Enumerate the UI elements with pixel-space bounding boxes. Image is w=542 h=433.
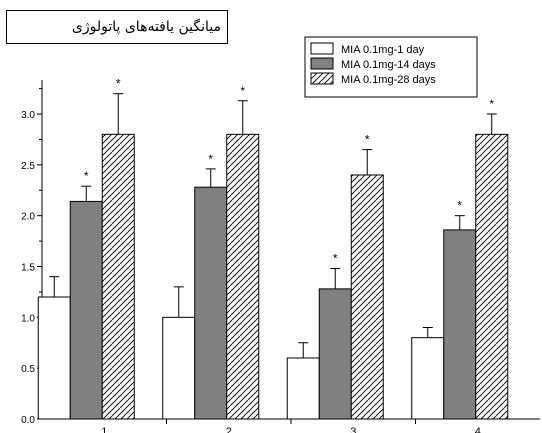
significance-marker: *: [489, 97, 494, 111]
bar-series-1: [286, 357, 320, 420]
bar-series-1: [162, 316, 196, 420]
y-tick-label: 2.5: [21, 161, 35, 172]
x-tick-label: 1: [101, 426, 107, 433]
bar-series-3: [101, 133, 135, 420]
y-tick-label: 1.0: [21, 313, 35, 324]
legend-label: MIA 0.1mg-28 days: [341, 74, 436, 86]
x-tick-label: 4: [475, 426, 481, 433]
significance-marker: *: [240, 84, 245, 98]
y-tick-label: 1.5: [21, 263, 35, 274]
legend-label: MIA 0.1mg-14 days: [341, 59, 436, 71]
y-tick-label: 3.0: [21, 110, 35, 121]
y-tick-label: 0.5: [21, 364, 35, 375]
bar-series-2: [443, 229, 477, 420]
bar-series-2: [318, 288, 352, 420]
bar-series-2: [69, 200, 103, 420]
chart-title: میانگین یافته‌های پاتولوژی: [6, 10, 228, 44]
significance-marker: *: [457, 199, 462, 213]
plot-area: 0.0 0.5 1.0 1.5 2.0 2.5 3.0 1 2 3 4 * * * * * * * * MIA 0.1…: [21, 36, 540, 433]
bar-series-2: [194, 186, 228, 420]
legend-swatch: [310, 42, 334, 55]
y-tick-label: 2.0: [21, 212, 35, 223]
bar-series-3: [475, 133, 509, 420]
legend-box: [304, 36, 478, 98]
bar-series-1: [411, 337, 445, 420]
bar-series-3: [350, 174, 384, 420]
legend-swatch: [310, 72, 334, 85]
legend-label: MIA 0.1mg-1 day: [341, 44, 425, 56]
x-tick-label: 3: [350, 426, 356, 433]
x-tick-label: 2: [226, 426, 232, 433]
legend-swatch: [310, 57, 334, 70]
significance-marker: *: [208, 152, 213, 166]
significance-marker: *: [116, 77, 121, 91]
significance-marker: *: [333, 252, 338, 266]
y-tick-label: 0.0: [21, 415, 35, 426]
significance-marker: *: [84, 169, 89, 183]
significance-marker: *: [365, 133, 370, 147]
bar-series-1: [37, 296, 71, 420]
bar-series-3: [226, 133, 260, 420]
